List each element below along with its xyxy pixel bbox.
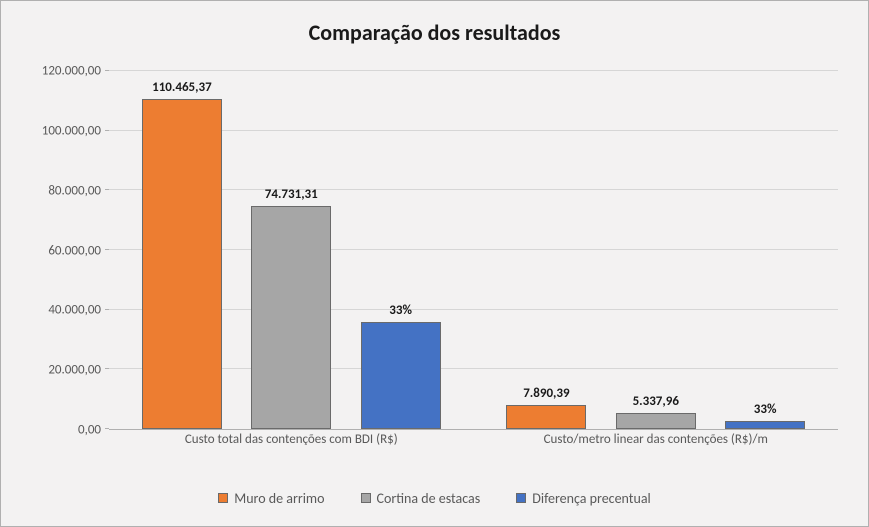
y-tick-label: 60.000,00 (31, 243, 101, 258)
legend-swatch (516, 493, 526, 503)
bar-data-label: 7.890,39 (523, 386, 569, 401)
y-tick-label: 0,00 (31, 423, 101, 438)
bar-data-label: 110.465,37 (152, 80, 212, 95)
x-axis-labels: Custo total das contenções com BDI (R$) C… (109, 432, 838, 452)
y-tick-label: 40.000,00 (31, 303, 101, 318)
y-tick-label: 100.000,00 (31, 123, 101, 138)
bar-data-label: 33% (389, 303, 412, 318)
chart-title: Comparação dos resultados (1, 1, 868, 56)
bar (506, 405, 586, 429)
legend: Muro de arrimo Cortina de estacas Diferenç… (1, 489, 868, 508)
y-tick-label: 80.000,00 (31, 183, 101, 198)
legend-item: Diferença precentual (516, 490, 651, 507)
x-category-label: Custo total das contenções com BDI (R$) (185, 432, 398, 447)
y-tick-label: 120.000,00 (31, 64, 101, 79)
legend-swatch (218, 493, 228, 503)
bar (725, 421, 805, 429)
legend-label: Muro de arrimo (234, 490, 324, 507)
legend-swatch (361, 493, 371, 503)
y-tick-label: 20.000,00 (31, 363, 101, 378)
chart-container: Comparação dos resultados 0,00 20.000,00 4… (0, 0, 869, 527)
plot-area: 110.465,37 74.731,31 33% 7.890,39 5.337,96 33… (109, 71, 838, 430)
bar-data-label: 74.731,31 (265, 187, 318, 202)
bar-data-label: 5.337,96 (633, 394, 679, 409)
bar-data-label: 33% (754, 402, 777, 417)
bar-group: 7.890,39 5.337,96 33% (474, 71, 839, 429)
bar (251, 206, 331, 429)
bar-group: 110.465,37 74.731,31 33% (109, 71, 474, 429)
legend-label: Cortina de estacas (377, 490, 481, 507)
x-category-label: Custo/metro linear das contenções (R$)/m (544, 432, 768, 447)
plot-wrapper: 0,00 20.000,00 40.000,00 60.000,00 80.000,00… (31, 71, 838, 448)
bar (142, 99, 222, 429)
legend-item: Cortina de estacas (361, 490, 481, 507)
legend-item: Muro de arrimo (218, 490, 324, 507)
bar (616, 413, 696, 429)
bar (361, 322, 441, 429)
y-axis: 0,0020.000,0040.000,0060.000,0080.000,00… (31, 71, 105, 430)
legend-label: Diferença precentual (532, 490, 651, 507)
